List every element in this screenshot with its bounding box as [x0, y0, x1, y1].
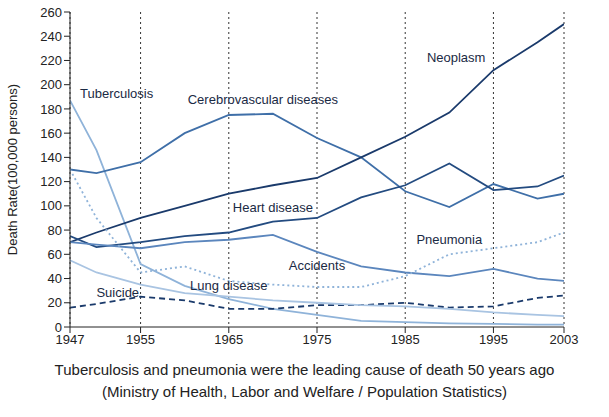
html-text:Tuberculosis and pneumonia wer: Tuberculosis and pneumonia were the lead… [54, 361, 555, 378]
svg-text:Cerebrovascular diseases: Cerebrovascular diseases [188, 92, 339, 107]
svg-text:1975: 1975 [303, 332, 332, 347]
svg-text:60: 60 [48, 247, 62, 262]
svg-text:Neoplasm: Neoplasm [427, 50, 486, 65]
svg-text:Lung disease: Lung disease [190, 278, 267, 293]
svg-text:180: 180 [40, 102, 62, 117]
svg-text:1955: 1955 [126, 332, 155, 347]
svg-text:0: 0 [55, 320, 62, 335]
svg-text:240: 240 [40, 29, 62, 44]
svg-text:100: 100 [40, 198, 62, 213]
svg-text:1947: 1947 [55, 332, 85, 348]
svg-text:1995: 1995 [479, 332, 508, 347]
svg-text:Tuberculosis: Tuberculosis [80, 86, 154, 101]
svg-text:Death Rate(100,000 persons): Death Rate(100,000 persons) [8, 84, 20, 255]
svg-text:20: 20 [48, 295, 62, 310]
svg-text:80: 80 [48, 223, 62, 238]
svg-text:220: 220 [40, 53, 62, 68]
svg-text:160: 160 [40, 126, 62, 141]
svg-text:40: 40 [48, 271, 62, 286]
svg-text:2003: 2003 [550, 332, 579, 347]
svg-text:140: 140 [40, 150, 62, 165]
svg-text:1985: 1985 [391, 332, 420, 347]
svg-text:260: 260 [40, 5, 62, 20]
html-text:(Ministry of Health, Labor and: (Ministry of Health, Labor and Welfare /… [102, 383, 507, 400]
svg-text:1965: 1965 [214, 332, 243, 347]
svg-text:Pneumonia: Pneumonia [416, 232, 483, 247]
svg-text:Heart disease: Heart disease [233, 200, 313, 215]
svg-text:Accidents: Accidents [289, 258, 346, 273]
svg-text:Suicide: Suicide [96, 285, 139, 300]
svg-text:200: 200 [40, 77, 62, 92]
svg-text:120: 120 [40, 174, 62, 189]
